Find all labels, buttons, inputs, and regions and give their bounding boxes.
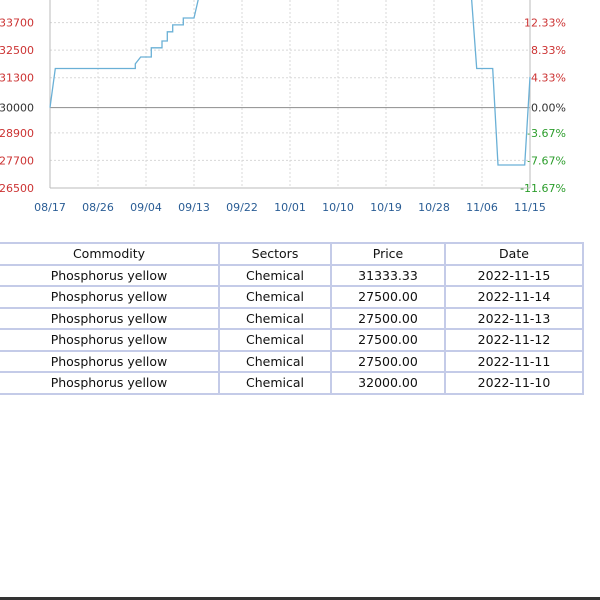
price-line <box>49 0 531 166</box>
cell-price: 27500.00 <box>330 349 446 373</box>
cell-date: 2022-11-10 <box>444 371 584 395</box>
y-tick-label-right: 12.33% <box>524 17 566 30</box>
y-tick-label-right: -7.67% <box>527 154 566 167</box>
table-row: Phosphorus yellow Chemical 27500.00 2022… <box>0 285 584 309</box>
price-table-wrap: Commodity Sectors Price Date Phosphorus … <box>0 242 584 395</box>
cell-date: 2022-11-11 <box>444 349 584 373</box>
bottom-bar <box>0 597 600 600</box>
cell-sector: Chemical <box>218 371 332 395</box>
header-date: Date <box>444 242 584 266</box>
x-tick-label: 10/28 <box>418 201 450 214</box>
x-tick-label: 11/06 <box>466 201 498 214</box>
y-tick-label-left: 33700 <box>0 17 34 30</box>
y-tick-label-right: 8.33% <box>531 44 566 57</box>
table-row: Phosphorus yellow Chemical 27500.00 2022… <box>0 328 584 352</box>
x-tick-label: 09/04 <box>130 201 162 214</box>
cell-price: 27500.00 <box>330 328 446 352</box>
cell-sector: Chemical <box>218 263 332 287</box>
cell-date: 2022-11-12 <box>444 328 584 352</box>
x-tick-label: 10/19 <box>370 201 402 214</box>
table-row: Phosphorus yellow Chemical 27500.00 2022… <box>0 306 584 330</box>
cell-price: 31333.33 <box>330 263 446 287</box>
header-commodity: Commodity <box>0 242 220 266</box>
x-tick-label: 10/01 <box>274 201 306 214</box>
cell-sector: Chemical <box>218 328 332 352</box>
cell-price: 27500.00 <box>330 285 446 309</box>
y-tick-label-left: 27700 <box>0 154 34 167</box>
x-tick-label: 09/13 <box>178 201 210 214</box>
y-tick-label-right: 0.00% <box>531 102 566 115</box>
y-tick-label-right: 16.33% <box>524 0 566 2</box>
y-tick-label-left: 31300 <box>0 72 34 85</box>
price-chart: 34900 16.33% 33700 12.33% 32500 8.33% 31300 4.3… <box>0 0 566 214</box>
cell-sector: Chemical <box>218 349 332 373</box>
y-tick-label-right: -11.67% <box>520 182 566 195</box>
y-tick-label-left: 34900 <box>0 0 34 2</box>
cell-commodity: Phosphorus yellow <box>0 349 220 373</box>
cell-price: 32000.00 <box>330 371 446 395</box>
y-tick-label-right: -3.67% <box>527 127 566 140</box>
y-tick-label-right: 4.33% <box>531 72 566 85</box>
table-row: Phosphorus yellow Chemical 32000.00 2022… <box>0 371 584 395</box>
x-tick-label: 09/22 <box>226 201 258 214</box>
table-header-row: Commodity Sectors Price Date <box>0 242 584 266</box>
y-tick-label-left: 32500 <box>0 44 34 57</box>
header-sectors: Sectors <box>218 242 332 266</box>
cell-commodity: Phosphorus yellow <box>0 371 220 395</box>
x-tick-label: 10/10 <box>322 201 354 214</box>
cell-sector: Chemical <box>218 306 332 330</box>
table-row: Phosphorus yellow Chemical 31333.33 2022… <box>0 263 584 287</box>
header-price: Price <box>330 242 446 266</box>
cell-sector: Chemical <box>218 285 332 309</box>
x-tick-label: 08/17 <box>34 201 66 214</box>
cell-commodity: Phosphorus yellow <box>0 285 220 309</box>
y-tick-label-left: 28900 <box>0 127 34 140</box>
table-row: Phosphorus yellow Chemical 27500.00 2022… <box>0 349 584 373</box>
cell-commodity: Phosphorus yellow <box>0 306 220 330</box>
cell-commodity: Phosphorus yellow <box>0 328 220 352</box>
cell-date: 2022-11-15 <box>444 263 584 287</box>
cell-date: 2022-11-13 <box>444 306 584 330</box>
price-table: Commodity Sectors Price Date Phosphorus … <box>0 242 584 395</box>
y-tick-label-left: 30000 <box>0 102 34 115</box>
x-tick-label: 11/15 <box>514 201 546 214</box>
y-tick-label-left: 26500 <box>0 182 34 195</box>
cell-date: 2022-11-14 <box>444 285 584 309</box>
cell-price: 27500.00 <box>330 306 446 330</box>
x-tick-label: 08/26 <box>82 201 114 214</box>
cell-commodity: Phosphorus yellow <box>0 263 220 287</box>
